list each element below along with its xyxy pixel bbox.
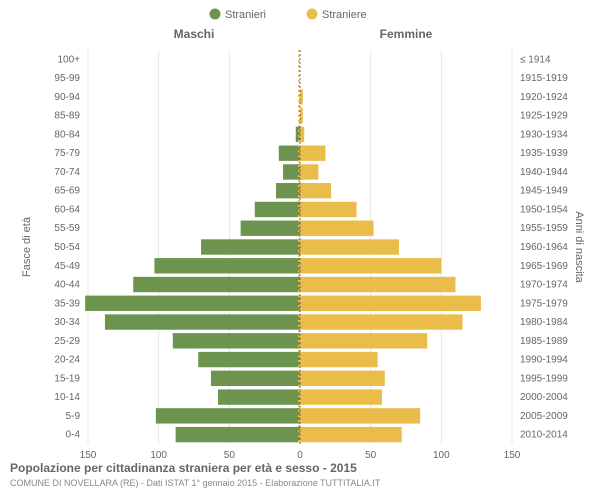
birth-year-label: 1930-1934 <box>520 129 568 140</box>
legend-label: Straniere <box>322 9 367 21</box>
birth-year-label: 2005-2009 <box>520 411 568 422</box>
bar-maschi <box>176 427 300 442</box>
birth-year-label: 1985-1989 <box>520 336 568 347</box>
birth-year-label: 1965-1969 <box>520 261 568 272</box>
birth-year-label: 1995-1999 <box>520 373 568 384</box>
legend-label: Stranieri <box>225 9 266 21</box>
bar-maschi <box>279 145 300 160</box>
bar-femmine <box>300 427 402 442</box>
birth-year-label: 1950-1954 <box>520 204 568 215</box>
age-band-label: 75-79 <box>54 148 80 159</box>
bar-maschi <box>156 408 300 423</box>
y-axis-title-left: Fasce di età <box>21 216 33 277</box>
birth-year-label: 1935-1939 <box>520 148 568 159</box>
section-label-left: Maschi <box>174 27 215 41</box>
birth-year-label: 1980-1984 <box>520 317 568 328</box>
age-band-label: 80-84 <box>54 129 80 140</box>
x-tick-label: 150 <box>504 450 521 461</box>
bar-maschi <box>283 164 300 179</box>
birth-year-label: 1955-1959 <box>520 223 568 234</box>
birth-year-label: 1915-1919 <box>520 73 568 84</box>
bar-maschi <box>241 221 300 236</box>
bars-maschi <box>85 127 300 443</box>
bar-maschi <box>173 333 300 348</box>
x-tick-label: 100 <box>433 450 450 461</box>
bar-maschi <box>133 277 300 292</box>
bar-maschi <box>198 352 300 367</box>
bar-maschi <box>218 389 300 404</box>
age-band-label: 60-64 <box>54 204 80 215</box>
bar-femmine <box>300 183 331 198</box>
chart-subtitle: COMUNE DI NOVELLARA (RE) - Dati ISTAT 1°… <box>10 478 381 488</box>
age-band-label: 95-99 <box>54 73 80 84</box>
birth-year-label: 1920-1924 <box>520 92 568 103</box>
age-band-label: 50-54 <box>54 242 80 253</box>
birth-year-label: 2000-2004 <box>520 392 568 403</box>
age-band-label: 45-49 <box>54 261 80 272</box>
bar-femmine <box>300 408 420 423</box>
x-tick-label: 50 <box>224 450 236 461</box>
bar-femmine <box>300 333 427 348</box>
population-pyramid-chart: Stranieri Straniere Maschi Femmine 0 50 50 100 1… <box>0 0 600 500</box>
bar-femmine <box>300 258 441 273</box>
birth-year-label: 1970-1974 <box>520 280 568 291</box>
bars-femmine <box>300 89 481 442</box>
y-right-labels: 2010-2014 2005-2009 2000-2004 1995-1999 1990… <box>520 54 568 440</box>
x-tick-label: 0 <box>297 450 303 461</box>
bar-maschi <box>211 371 300 386</box>
bar-femmine <box>300 352 378 367</box>
bar-femmine <box>300 277 455 292</box>
bar-femmine <box>300 145 325 160</box>
age-band-label: 0-4 <box>66 430 81 441</box>
age-band-label: 85-89 <box>54 111 80 122</box>
birth-year-label: 1960-1964 <box>520 242 568 253</box>
section-label-right: Femmine <box>380 27 433 41</box>
age-band-label: 25-29 <box>54 336 80 347</box>
bar-femmine <box>300 371 385 386</box>
bar-maschi <box>276 183 300 198</box>
legend: Stranieri Straniere <box>210 9 367 22</box>
bar-femmine <box>300 202 357 217</box>
birth-year-label: 1990-1994 <box>520 355 568 366</box>
bar-femmine <box>300 239 399 254</box>
age-band-label: 65-69 <box>54 186 80 197</box>
birth-year-label: ≤ 1914 <box>520 54 551 65</box>
birth-year-label: 2010-2014 <box>520 430 568 441</box>
y-left-labels: 0-4 5-9 10-14 15-19 20-24 25-29 30-34 35-39 40-4… <box>54 54 80 440</box>
age-band-label: 20-24 <box>54 355 80 366</box>
bar-femmine <box>300 127 304 142</box>
birth-year-label: 1925-1929 <box>520 111 568 122</box>
bar-maschi <box>154 258 300 273</box>
age-band-label: 70-74 <box>54 167 80 178</box>
bar-femmine <box>300 296 481 311</box>
bar-maschi <box>296 127 300 142</box>
legend-swatch <box>307 9 318 20</box>
birth-year-label: 1940-1944 <box>520 167 568 178</box>
age-band-label: 55-59 <box>54 223 80 234</box>
bar-maschi <box>85 296 300 311</box>
x-tick-label: 50 <box>365 450 377 461</box>
age-band-label: 15-19 <box>54 373 80 384</box>
chart-title: Popolazione per cittadinanza straniera p… <box>10 461 357 475</box>
birth-year-label: 1945-1949 <box>520 186 568 197</box>
bar-maschi <box>105 314 300 329</box>
age-band-label: 10-14 <box>54 392 80 403</box>
age-band-label: 40-44 <box>54 280 80 291</box>
birth-year-label: 1975-1979 <box>520 298 568 309</box>
age-band-label: 35-39 <box>54 298 80 309</box>
bar-femmine <box>300 164 318 179</box>
legend-swatch <box>210 9 221 20</box>
y-axis-title-right: Anni di nascita <box>573 211 585 283</box>
age-band-label: 30-34 <box>54 317 80 328</box>
bar-maschi <box>255 202 300 217</box>
bar-femmine <box>300 221 373 236</box>
x-tick-label: 100 <box>150 450 167 461</box>
bar-femmine <box>300 314 463 329</box>
age-band-label: 90-94 <box>54 92 80 103</box>
age-band-label: 100+ <box>57 54 80 65</box>
age-band-label: 5-9 <box>66 411 81 422</box>
bar-femmine <box>300 389 382 404</box>
bar-maschi <box>201 239 300 254</box>
x-tick-label: 150 <box>80 450 97 461</box>
